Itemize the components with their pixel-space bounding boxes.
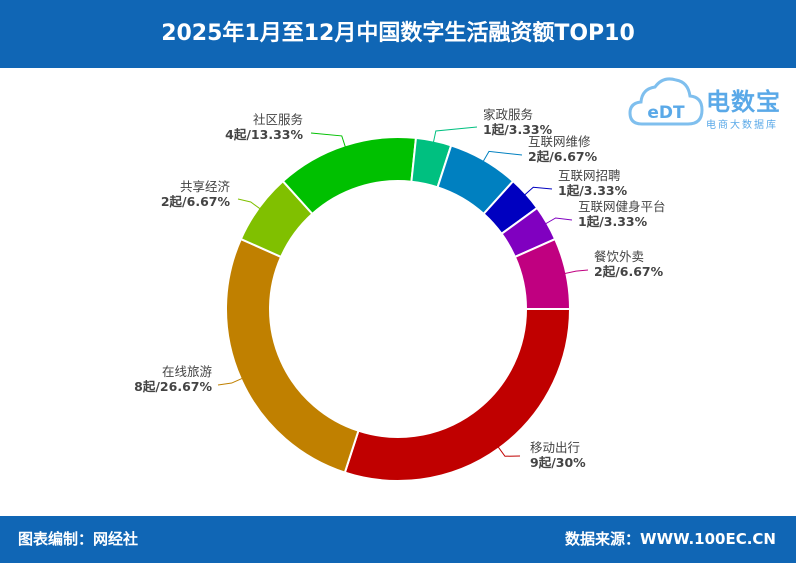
logo-badge: eDT [647,103,685,123]
slice-category-label: 餐饮外卖 [594,249,644,264]
slice-value-label: 1起/3.33% [558,183,628,198]
leader-line [310,132,346,148]
slice-value-label: 2起/6.67% [528,149,598,164]
slice-category-label: 共享经济 [180,179,231,194]
leader-line [432,126,478,143]
chart-title: 2025年1月至12月中国数字生活融资额TOP10 [161,21,635,46]
slice-category-label: 家政服务 [483,107,533,122]
leader-line [482,150,523,163]
header-bar: 2025年1月至12月中国数字生活融资额TOP10 [0,0,796,68]
leader-line [564,269,589,275]
leader-line [544,217,573,225]
footer-credit: 图表编制：网经社 [18,530,139,548]
logo-subtext: 电商大数据库 [706,120,778,131]
slice-category-label: 移动出行 [530,440,580,455]
cloud-icon: eDT [628,77,704,126]
slice-category-label: 互联网招聘 [558,168,621,183]
logo: eDT 电数宝 电商大数据库 [628,72,793,138]
footer-source: 数据来源：WWW.100EC.CN [565,530,776,548]
slice-value-label: 4起/13.33% [225,127,303,142]
donut-slice [513,237,572,310]
leader-line [237,198,261,210]
slice-value-label: 2起/6.67% [594,264,664,279]
leader-line [217,377,243,386]
slice-category-label: 在线旅游 [162,364,213,379]
slice-value-label: 1起/3.33% [483,122,553,137]
donut-chart: 移动出行9起/30%在线旅游8起/26.67%共享经济2起/6.67%社区服务4… [134,107,666,482]
leader-line [524,186,553,196]
slice-value-label: 1起/3.33% [578,214,648,229]
slice-value-label: 2起/6.67% [161,194,231,209]
slice-category-label: 互联网维修 [528,134,591,149]
slice-category-label: 社区服务 [253,112,303,127]
footer-bar: 图表编制：网经社 数据来源：WWW.100EC.CN [0,516,796,563]
leader-line [497,446,521,457]
slice-value-label: 8起/26.67% [134,379,212,394]
slice-value-label: 9起/30% [530,455,586,470]
slice-category-label: 互联网健身平台 [578,199,666,214]
donut-slice [281,136,418,216]
logo-text: 电数宝 [706,88,781,116]
donut-slice [225,237,360,474]
